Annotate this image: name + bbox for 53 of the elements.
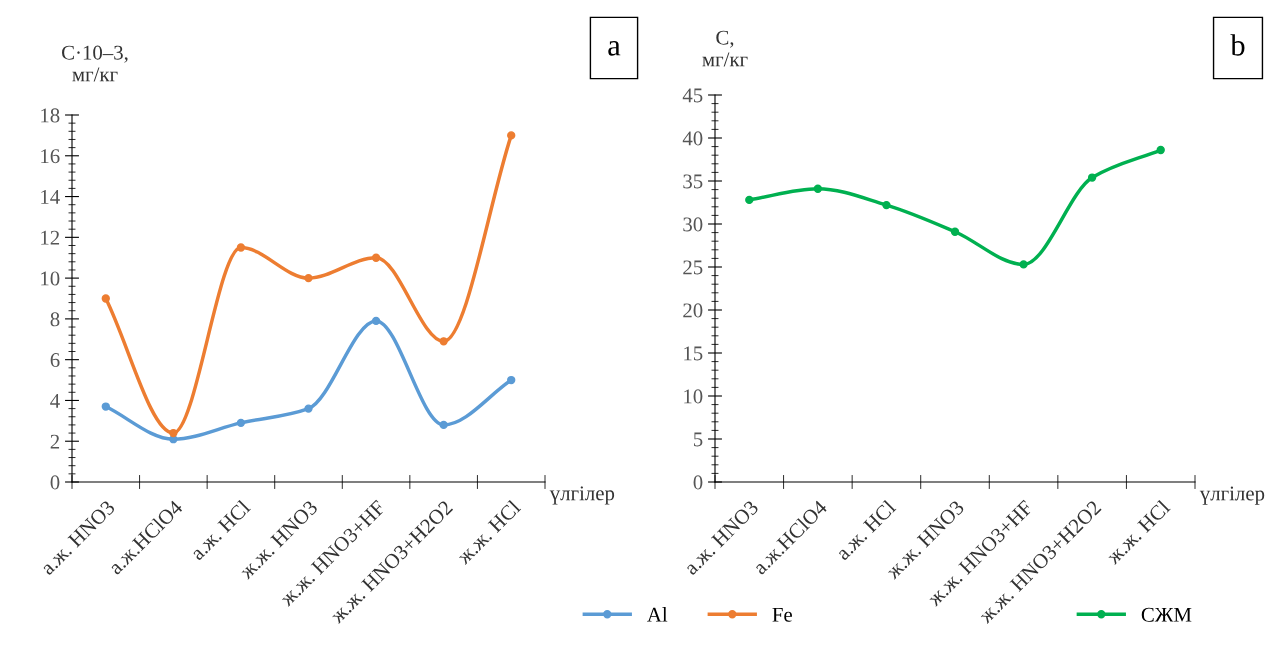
y-tick-label: 15 <box>684 346 703 361</box>
y-tick-label: 10 <box>41 271 60 286</box>
y-tick-label: 30 <box>683 217 703 232</box>
point <box>236 418 246 428</box>
legend-label: СЖМ <box>1141 607 1192 622</box>
point <box>101 294 110 303</box>
y-tick-label: 40 <box>682 131 703 146</box>
point <box>813 184 823 193</box>
x-tick-label: а.ж. HCl <box>834 498 897 561</box>
point <box>950 227 960 236</box>
y-tick-label: 6 <box>50 353 60 368</box>
point <box>439 337 448 346</box>
legend-label: Al <box>647 607 668 622</box>
point <box>1087 173 1097 182</box>
y-tick-label: 8 <box>50 312 60 327</box>
point <box>1019 260 1028 269</box>
y-tick-label: 5 <box>693 432 703 447</box>
point <box>236 243 246 252</box>
point <box>882 200 891 210</box>
y-tick-label: 12 <box>41 230 60 245</box>
y-tick-label: 10 <box>684 389 703 404</box>
y-axis-title: С·10–3, мг/кг <box>62 45 128 82</box>
y-tick-label: 45 <box>682 88 703 103</box>
y-tick-label: 35 <box>683 174 703 189</box>
point <box>169 428 178 438</box>
x-axis-title: үлгілер <box>549 486 615 505</box>
y-tick-label: 4 <box>50 393 60 408</box>
y-axis-title: С, мг/кг <box>702 30 748 67</box>
x-tick-label: ж.ж. HCl <box>1104 498 1171 566</box>
text: b <box>1230 34 1245 56</box>
y-tick-label: 0 <box>693 475 703 490</box>
point <box>371 253 381 262</box>
point <box>507 375 516 385</box>
point <box>439 420 448 430</box>
x-axis-title: үлгілер <box>1199 486 1265 505</box>
y-tick-label: 2 <box>50 434 60 449</box>
point <box>101 402 110 411</box>
legend-label: Fe <box>772 607 792 622</box>
y-tick-label: 18 <box>41 108 60 123</box>
y-tick-label: 0 <box>50 475 60 490</box>
y-tick-label: 25 <box>683 260 703 275</box>
y-tick-label: 14 <box>41 190 60 204</box>
point <box>371 316 381 326</box>
text: a <box>608 41 621 56</box>
point <box>745 195 754 205</box>
y-tick-label: 20 <box>683 303 703 318</box>
x-tick-label: ж.ж. HCl <box>455 498 522 566</box>
y-tick-label: 16 <box>41 149 60 164</box>
point <box>304 273 313 283</box>
point <box>507 131 516 140</box>
x-tick-label: а.ж. HCl <box>189 498 252 561</box>
point <box>304 404 313 413</box>
point <box>1156 145 1165 155</box>
